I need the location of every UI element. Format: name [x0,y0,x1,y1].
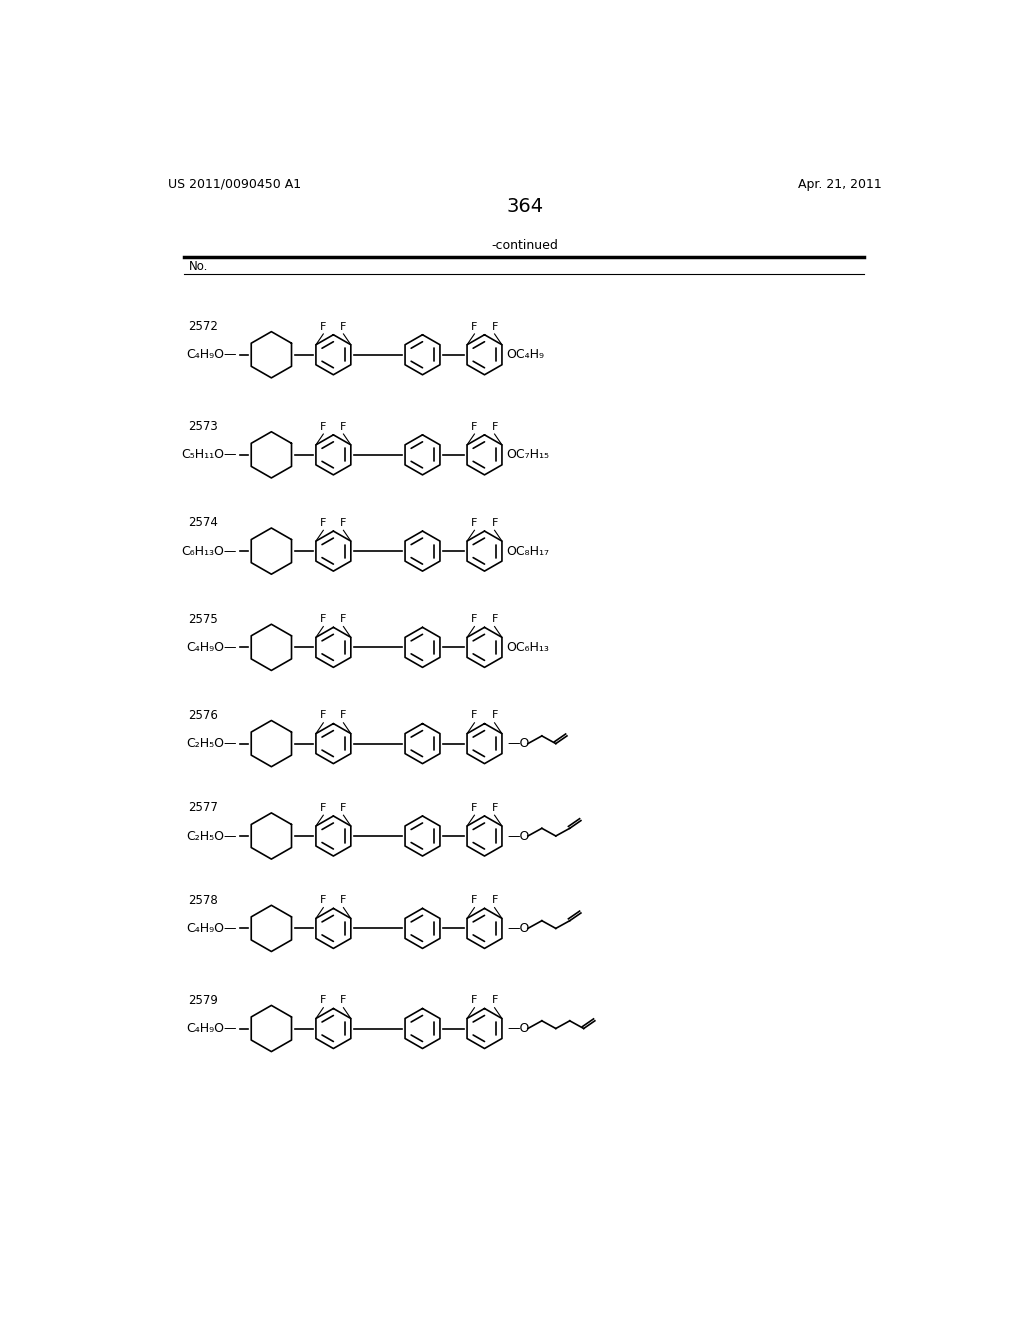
Text: C₆H₁₃O—: C₆H₁₃O— [181,545,237,557]
Text: F: F [471,995,477,1006]
Text: F: F [492,614,498,624]
Text: C₄H₉O—: C₄H₉O— [186,640,237,653]
Text: F: F [340,803,347,813]
Text: US 2011/0090450 A1: US 2011/0090450 A1 [168,178,301,190]
Text: OC₄H₉: OC₄H₉ [506,348,544,362]
Text: F: F [321,614,327,624]
Text: 2576: 2576 [188,709,218,722]
Text: —O: —O [508,1022,530,1035]
Text: F: F [321,895,327,906]
Text: F: F [471,803,477,813]
Text: F: F [492,422,498,432]
Text: C₄H₉O—: C₄H₉O— [186,921,237,935]
Text: F: F [340,995,347,1006]
Text: C₅H₁₁O—: C₅H₁₁O— [181,449,237,462]
Text: F: F [321,322,327,331]
Text: —O: —O [508,829,530,842]
Text: 2575: 2575 [188,612,218,626]
Text: OC₆H₁₃: OC₆H₁₃ [506,640,549,653]
Text: F: F [471,710,477,721]
Text: 2578: 2578 [188,894,218,907]
Text: No.: No. [188,260,208,273]
Text: 2573: 2573 [188,420,218,433]
Text: F: F [471,517,477,528]
Text: —O: —O [508,921,530,935]
Text: OC₈H₁₇: OC₈H₁₇ [506,545,549,557]
Text: F: F [492,895,498,906]
Text: C₄H₉O—: C₄H₉O— [186,1022,237,1035]
Text: F: F [471,322,477,331]
Text: F: F [340,322,347,331]
Text: F: F [340,895,347,906]
Text: F: F [340,422,347,432]
Text: OC₇H₁₅: OC₇H₁₅ [506,449,549,462]
Text: F: F [492,803,498,813]
Text: F: F [492,710,498,721]
Text: C₄H₉O—: C₄H₉O— [186,348,237,362]
Text: F: F [321,422,327,432]
Text: 364: 364 [506,197,544,216]
Text: F: F [321,517,327,528]
Text: F: F [492,995,498,1006]
Text: F: F [340,614,347,624]
Text: F: F [321,995,327,1006]
Text: F: F [492,322,498,331]
Text: F: F [321,710,327,721]
Text: F: F [492,517,498,528]
Text: Apr. 21, 2011: Apr. 21, 2011 [798,178,882,190]
Text: C₂H₅O—: C₂H₅O— [186,737,237,750]
Text: 2572: 2572 [188,321,218,333]
Text: F: F [340,517,347,528]
Text: F: F [471,895,477,906]
Text: F: F [471,614,477,624]
Text: C₂H₅O—: C₂H₅O— [186,829,237,842]
Text: -continued: -continued [492,239,558,252]
Text: 2579: 2579 [188,994,218,1007]
Text: 2574: 2574 [188,516,218,529]
Text: F: F [340,710,347,721]
Text: —O: —O [508,737,530,750]
Text: F: F [321,803,327,813]
Text: 2577: 2577 [188,801,218,814]
Text: F: F [471,422,477,432]
